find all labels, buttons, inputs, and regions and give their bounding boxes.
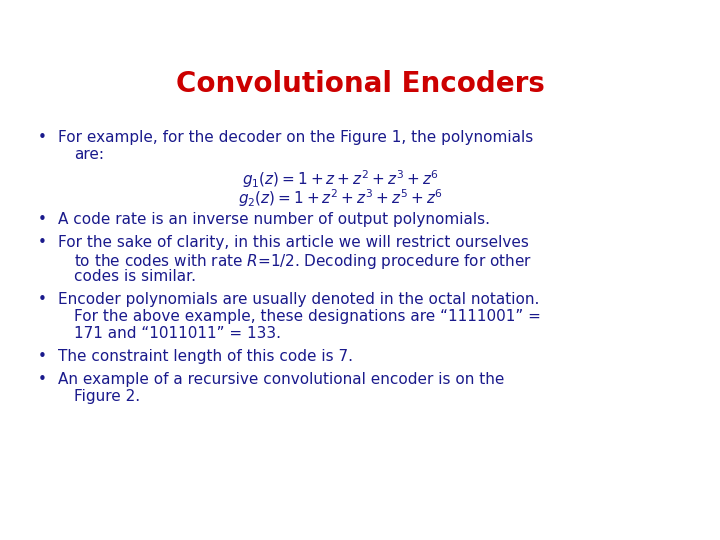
- Text: 171 and “1011011” = 133.: 171 and “1011011” = 133.: [74, 326, 281, 341]
- Text: Figure 2.: Figure 2.: [74, 389, 140, 404]
- Text: $\mathit{g}_2(z)=1+z^2+z^3+z^5+z^6$: $\mathit{g}_2(z)=1+z^2+z^3+z^5+z^6$: [238, 187, 443, 208]
- Text: •: •: [37, 212, 46, 227]
- Text: For example, for the decoder on the Figure 1, the polynomials: For example, for the decoder on the Figu…: [58, 130, 534, 145]
- Text: •: •: [37, 349, 46, 364]
- Text: to the codes with rate $\mathit{R}$=1/2. Decoding procedure for other: to the codes with rate $\mathit{R}$=1/2.…: [74, 252, 532, 271]
- Text: •: •: [37, 130, 46, 145]
- Text: For the above example, these designations are “1111001” =: For the above example, these designation…: [74, 309, 541, 324]
- Text: •: •: [37, 235, 46, 250]
- Text: Encoder polynomials are usually denoted in the octal notation.: Encoder polynomials are usually denoted …: [58, 292, 539, 307]
- Text: •: •: [37, 372, 46, 387]
- Text: $\mathit{g}_1(z)=1+z+z^2+z^3+z^6$: $\mathit{g}_1(z)=1+z+z^2+z^3+z^6$: [241, 168, 438, 190]
- Text: The constraint length of this code is 7.: The constraint length of this code is 7.: [58, 349, 353, 364]
- Text: codes is similar.: codes is similar.: [74, 269, 196, 284]
- Text: are:: are:: [74, 147, 104, 162]
- Text: •: •: [37, 292, 46, 307]
- Text: Convolutional Encoders: Convolutional Encoders: [176, 70, 544, 98]
- Text: For the sake of clarity, in this article we will restrict ourselves: For the sake of clarity, in this article…: [58, 235, 529, 250]
- Text: An example of a recursive convolutional encoder is on the: An example of a recursive convolutional …: [58, 372, 505, 387]
- Text: A code rate is an inverse number of output polynomials.: A code rate is an inverse number of outp…: [58, 212, 490, 227]
